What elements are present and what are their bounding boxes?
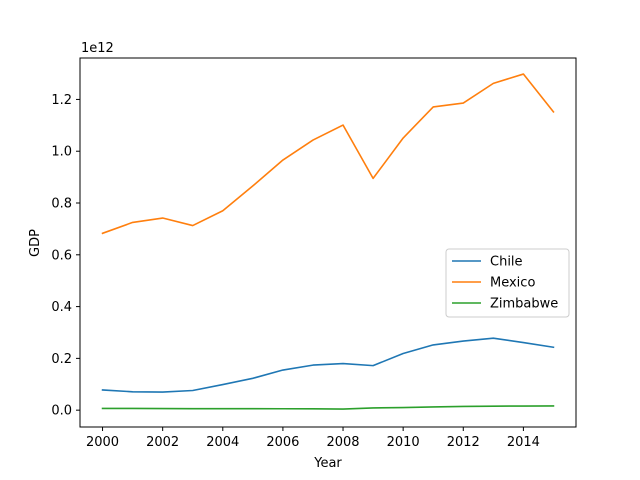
x-tick-label: 2008: [326, 435, 359, 450]
x-tick-label: 2014: [507, 435, 540, 450]
x-axis-ticks: 2000 2002 2004 2006 2008 2010 2012 2014: [86, 427, 540, 450]
y-tick-label: 1.0: [51, 145, 72, 160]
y-tick-label: 1.2: [51, 93, 72, 108]
y-axis-ticks: 0.0 0.2 0.4 0.6 0.8 1.0 1.2: [51, 93, 80, 419]
legend-label-chile: Chile: [490, 255, 523, 270]
legend-box: [445, 248, 570, 318]
series-line-mexico: [101, 73, 555, 235]
y-axis-label: GDP: [28, 229, 43, 257]
x-tick-label: 2000: [86, 435, 119, 450]
legend: Chile Mexico Zimbabwe: [445, 248, 570, 318]
series-line-zimbabwe: [101, 405, 555, 410]
x-tick-label: 2006: [266, 435, 299, 450]
legend-label-zimbabwe: Zimbabwe: [490, 297, 558, 312]
y-tick-label: 0.4: [51, 300, 72, 315]
y-tick-label: 0.6: [51, 248, 72, 263]
x-axis-label: Year: [313, 456, 342, 471]
axes-frame: [79, 57, 577, 428]
y-tick-label: 0.0: [51, 404, 72, 419]
y-offset-label: 1e12: [81, 41, 114, 56]
x-tick-label: 2010: [387, 435, 420, 450]
y-tick-label: 0.2: [51, 352, 72, 367]
legend-label-mexico: Mexico: [490, 276, 535, 291]
x-tick-label: 2012: [447, 435, 480, 450]
x-tick-label: 2002: [146, 435, 179, 450]
series-lines: [101, 73, 555, 410]
series-line-chile: [101, 337, 555, 393]
y-tick-label: 0.8: [51, 197, 72, 212]
x-tick-label: 2004: [206, 435, 239, 450]
